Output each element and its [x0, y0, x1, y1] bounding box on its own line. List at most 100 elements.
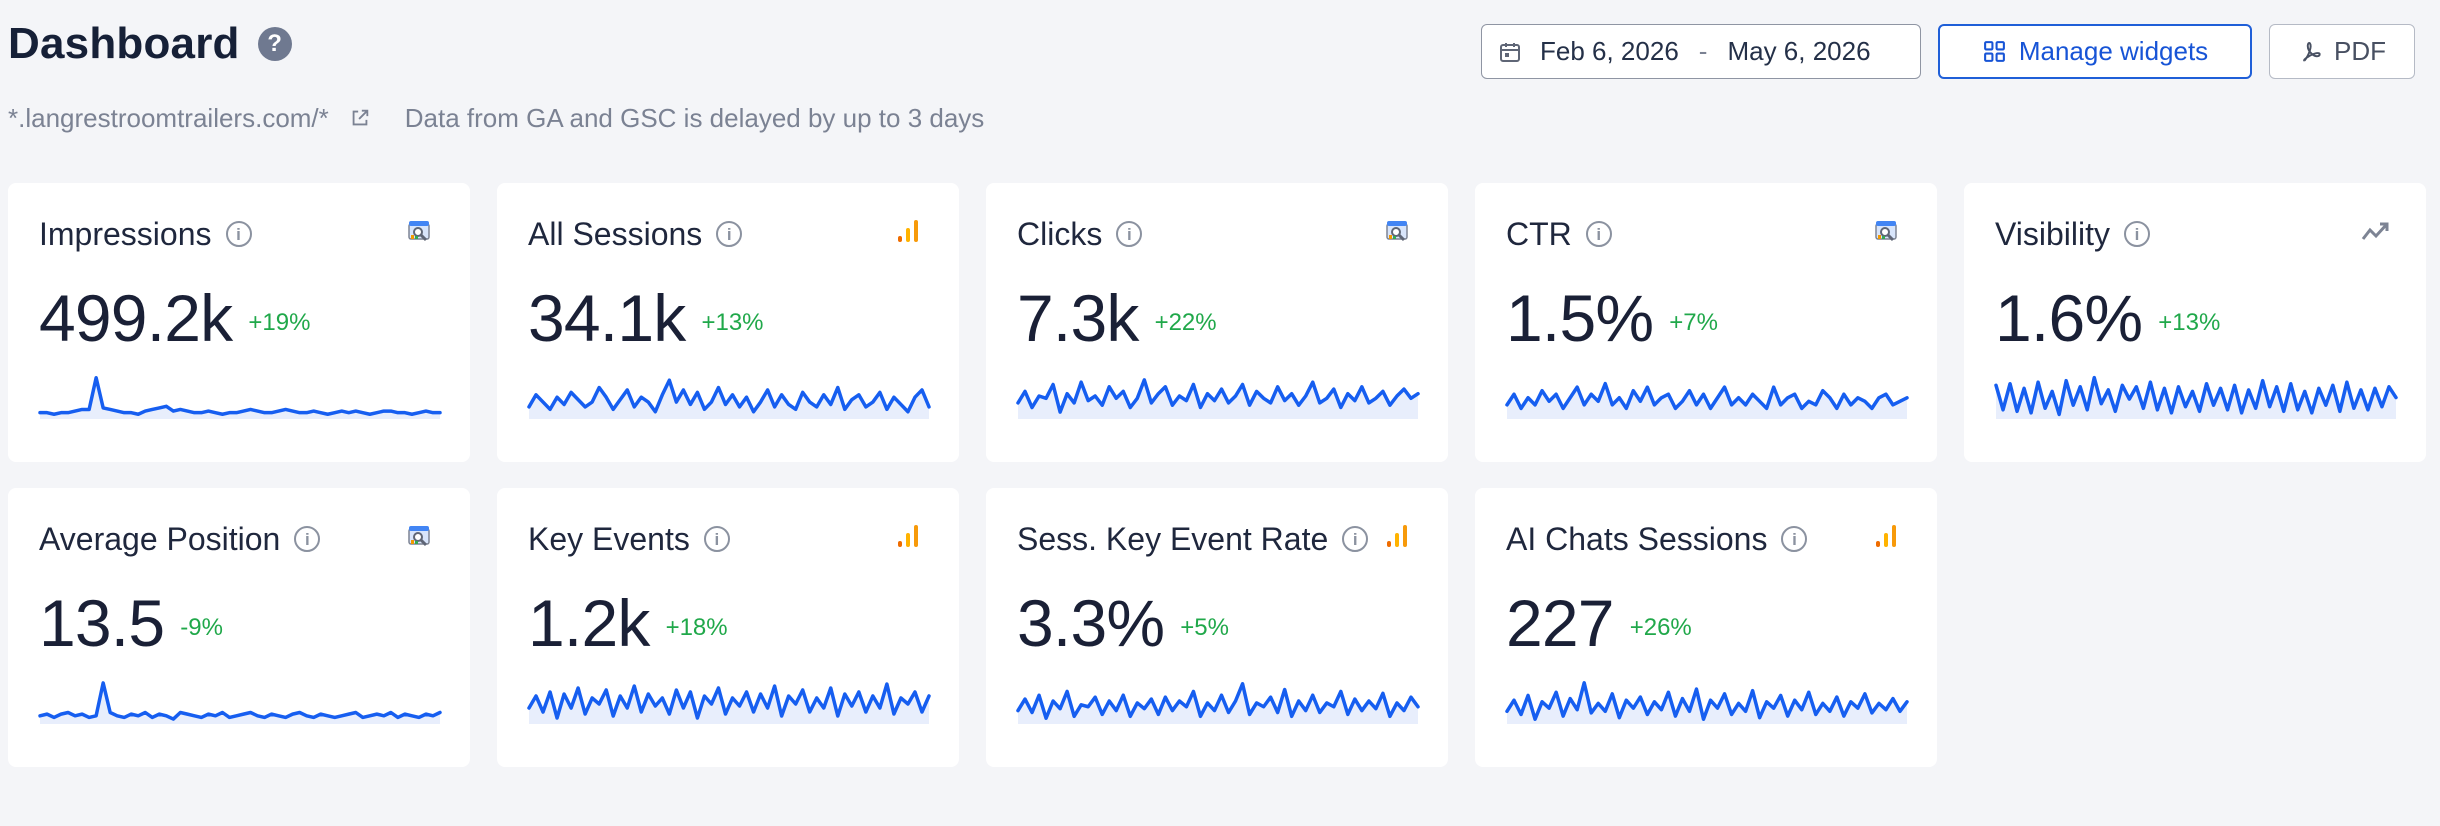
sparkline-area [1018, 379, 1418, 419]
metric-change: +22% [1154, 309, 1217, 336]
metric-value-row: 13.5 -9% [39, 590, 223, 656]
metric-title: CTR i [1506, 218, 1612, 250]
metric-value: 1.6% [1995, 281, 2143, 355]
search-console-icon [408, 526, 430, 547]
metric-card-clicks[interactable]: Clicks i 7.3k +22% [986, 183, 1448, 462]
info-icon[interactable]: i [225, 221, 252, 247]
metric-change: +18% [665, 614, 728, 641]
metric-change: -9% [180, 614, 223, 641]
date-range-picker[interactable]: Feb 6, 2026 - May 6, 2026 [1481, 24, 1921, 79]
sparkline-chart [38, 681, 442, 724]
metric-title-label: Average Position [39, 521, 281, 557]
info-icon[interactable]: i [1342, 526, 1369, 552]
metric-value: 1.5% [1506, 281, 1654, 355]
info-icon[interactable]: i [2124, 221, 2150, 247]
metric-title-label: Clicks [1017, 216, 1103, 252]
metric-title: Clicks i [1017, 216, 1143, 252]
info-icon[interactable]: i [1781, 526, 1808, 552]
widgets-icon [1983, 41, 2005, 62]
metric-card-sess-key-event-rate[interactable]: Sess. Key Event Rate i 3.3% +5% [986, 488, 1448, 767]
date-start: Feb 6, 2026 [1540, 36, 1679, 66]
metric-value-row: 499.2k +19% [39, 285, 310, 351]
metric-title: Visibility i [1995, 218, 2150, 250]
sparkline-line [527, 378, 931, 414]
external-link-icon[interactable] [349, 107, 371, 129]
metric-card-key-events[interactable]: Key Events i 1.2k +18% [497, 488, 959, 767]
sparkline-line [1016, 682, 1420, 720]
metric-title: All Sessions i [528, 216, 743, 252]
metric-change: +26% [1629, 614, 1692, 641]
metric-value: 227 [1506, 586, 1615, 660]
info-icon[interactable]: i [716, 221, 743, 247]
sparkline-chart [1016, 682, 1420, 724]
metric-card-impressions[interactable]: Impressions i 499.2k +19% [8, 183, 470, 462]
metric-card-average-position[interactable]: Average Position i 13.5 -9% [8, 488, 470, 767]
dashboard-subtitle: *.langrestroomtrailers.com/* Data from G… [8, 105, 984, 131]
date-end: May 6, 2026 [1727, 36, 1871, 66]
analytics-icon [898, 220, 918, 242]
sparkline-chart [1505, 681, 1909, 724]
metric-card-visibility[interactable]: Visibility i 1.6% +13% [1964, 183, 2426, 462]
analytics-icon [1876, 525, 1896, 547]
metric-title-label: Visibility [1995, 216, 2110, 252]
site-link[interactable]: *.langrestroomtrailers.com/* [8, 105, 371, 131]
metric-title: Average Position i [39, 521, 321, 557]
metric-card-all-sessions[interactable]: All Sessions i 34.1k +13% [497, 183, 959, 462]
search-console-icon [1386, 221, 1408, 242]
metric-value: 34.1k [528, 281, 686, 355]
sparkline-chart [38, 376, 442, 419]
trend-icon [2361, 222, 2389, 240]
metric-value-row: 1.5% +7% [1506, 285, 1718, 351]
metric-title-label: CTR [1506, 216, 1572, 252]
sparkline-line [38, 376, 442, 416]
sparkline-area [40, 377, 440, 419]
metric-value: 499.2k [39, 281, 233, 355]
info-icon[interactable]: i [703, 526, 730, 552]
pdf-button[interactable]: PDF [2269, 24, 2415, 79]
metric-title: Sess. Key Event Rate i [1017, 521, 1369, 557]
sparkline-chart [1994, 375, 2398, 419]
search-console-icon [1875, 221, 1897, 242]
metric-value-row: 3.3% +5% [1017, 590, 1229, 656]
calendar-icon [1500, 42, 1520, 62]
metric-change: +13% [701, 309, 764, 336]
title-row: Dashboard ? [8, 22, 292, 66]
sparkline-area [1507, 682, 1907, 724]
metric-change: +5% [1180, 614, 1229, 641]
page-title: Dashboard [8, 19, 240, 68]
info-icon[interactable]: i [1585, 221, 1612, 247]
manage-widgets-button[interactable]: Manage widgets [1938, 24, 2252, 79]
metric-value-row: 34.1k +13% [528, 285, 764, 351]
metric-title: AI Chats Sessions i [1506, 521, 1808, 557]
metric-value: 7.3k [1017, 281, 1139, 355]
metric-card-ai-chats-sessions[interactable]: AI Chats Sessions i 227 +26% [1475, 488, 1937, 767]
sparkline-line [527, 682, 931, 720]
metric-title: Impressions i [39, 218, 252, 250]
help-icon[interactable]: ? [257, 27, 292, 61]
info-icon[interactable]: i [1116, 221, 1143, 247]
sparkline-line [38, 681, 442, 721]
metric-title-label: Sess. Key Event Rate [1017, 521, 1329, 557]
metric-value-row: 227 +26% [1506, 590, 1692, 656]
metric-card-ctr[interactable]: CTR i 1.5% +7% [1475, 183, 1937, 462]
info-icon[interactable]: i [294, 526, 321, 552]
pdf-icon [2303, 41, 2321, 62]
dashboard-toolbar: Feb 6, 2026 - May 6, 2026 Manage widgets… [1481, 24, 2415, 79]
metric-change: +7% [1669, 309, 1718, 336]
date-separator: - [1698, 36, 1708, 66]
metric-value-row: 7.3k +22% [1017, 285, 1217, 351]
sparkline-line [1994, 375, 2398, 417]
metric-value-row: 1.6% +13% [1995, 285, 2220, 351]
metric-change: +13% [2158, 309, 2221, 336]
metric-value: 1.2k [528, 586, 650, 660]
metric-title-label: All Sessions [528, 216, 703, 252]
metric-title-label: Key Events [528, 521, 690, 557]
metric-value: 13.5 [39, 586, 165, 660]
analytics-icon [1387, 525, 1407, 547]
metric-title-label: AI Chats Sessions [1506, 521, 1768, 557]
sparkline-chart [527, 682, 931, 724]
metric-title: Key Events i [528, 523, 730, 555]
manage-widgets-label: Manage widgets [2018, 36, 2209, 66]
sparkline-chart [1505, 381, 1909, 419]
site-url: *.langrestroomtrailers.com/* [8, 103, 329, 133]
